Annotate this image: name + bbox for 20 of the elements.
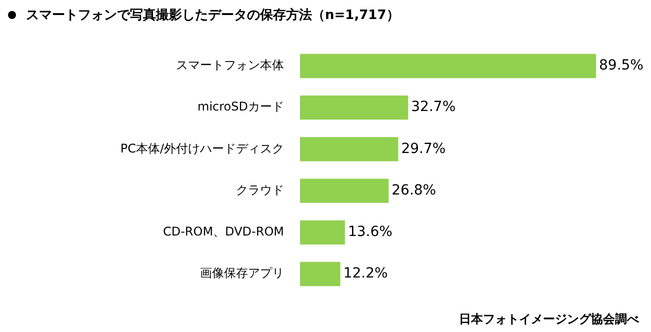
bar	[300, 54, 596, 78]
y-tick-label: CD-ROM、DVD-ROM	[162, 224, 284, 239]
data-label: 12.2%	[343, 266, 388, 282]
bar	[300, 262, 340, 286]
chart-title: スマートフォンで写真撮影したデータの保存方法（n=1,717）	[26, 6, 400, 24]
data-label: 13.6%	[348, 224, 392, 240]
y-tick-label: スマートフォン本体	[176, 58, 284, 72]
data-label: 32.7%	[411, 99, 456, 116]
bar	[300, 220, 345, 244]
y-tick-label: PC本体/外付けハードディスク	[120, 141, 284, 156]
bar	[300, 178, 389, 203]
bar	[300, 96, 408, 120]
y-tick-label: microSDカード	[198, 100, 284, 114]
y-tick-label: クラウド	[236, 182, 284, 197]
data-label: 26.8%	[392, 182, 436, 198]
text: 日本フォトイメージング協会調べ	[459, 311, 639, 328]
data-label: 89.5%	[599, 58, 644, 74]
data-label: 29.7%	[401, 140, 446, 157]
y-tick-label: 画像保存アプリ	[200, 266, 284, 280]
bar	[300, 137, 398, 162]
